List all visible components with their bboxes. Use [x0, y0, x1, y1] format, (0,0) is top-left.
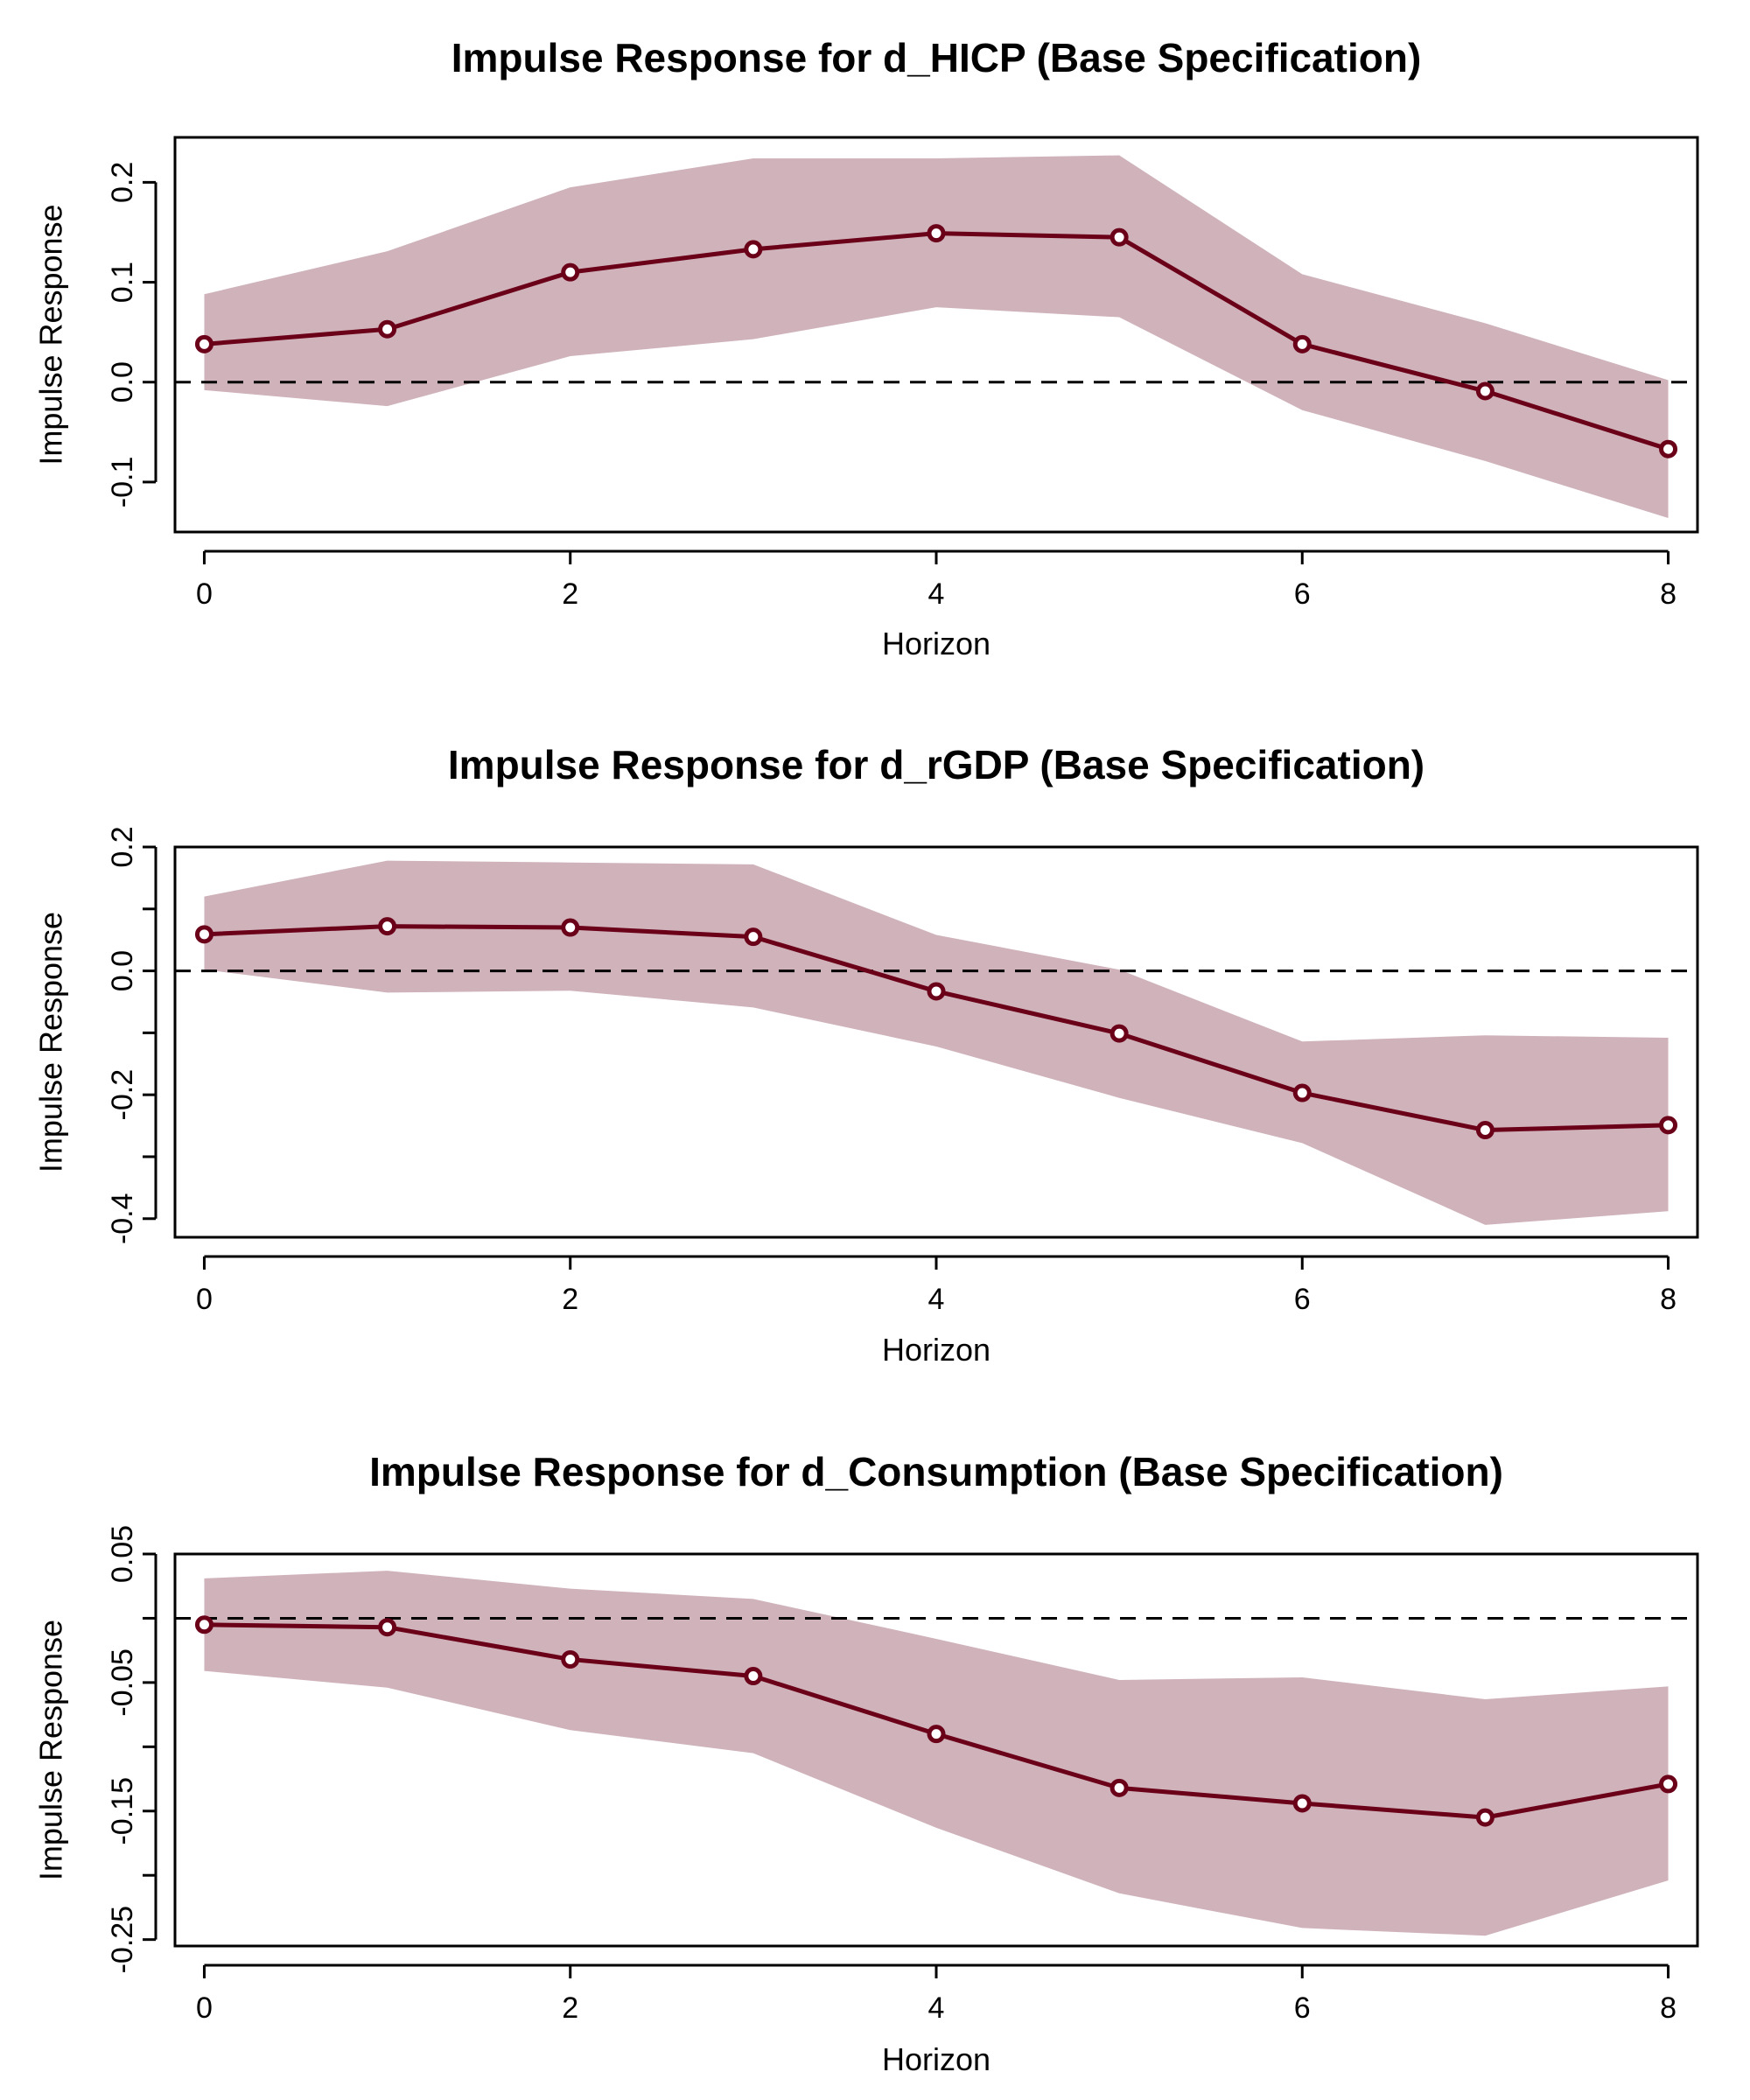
data-point: [1659, 1774, 1678, 1794]
y-tick-label: 0.0: [106, 950, 139, 991]
x-axis-label: Horizon: [882, 626, 990, 662]
x-tick-label: 6: [1294, 578, 1311, 611]
x-tick-label: 4: [928, 578, 945, 611]
data-point: [378, 1618, 397, 1637]
chart-panels: 0 2 4 6 8 -0.1 0.0 0.1 0.2 Impulse Response for d…: [33, 35, 1699, 2077]
y-tick-label: 0.05: [106, 1525, 139, 1583]
x-tick-label: 2: [562, 578, 578, 611]
y-tick-label: 0.0: [106, 361, 139, 402]
data-point: [744, 1667, 763, 1686]
y-axis-label: Impulse Response: [33, 204, 69, 465]
data-point: [561, 262, 580, 282]
x-tick-label: 8: [1660, 578, 1676, 611]
y-tick-label: -0.4: [106, 1193, 139, 1244]
x-tick-label: 6: [1294, 1992, 1311, 2025]
y-axis-label: Impulse Response: [33, 1620, 69, 1880]
x-tick-label: 6: [1294, 1283, 1311, 1316]
y-axis-label: Impulse Response: [33, 912, 69, 1172]
data-point: [1475, 382, 1494, 401]
data-point: [1110, 228, 1129, 247]
data-point: [927, 224, 946, 243]
x-tick-label: 4: [928, 1992, 945, 2025]
y-tick-label: 0.1: [106, 262, 139, 303]
chart-panel-3: 0 2 4 6 8 0.05 -0.05 -0.15 -0.25 Impulse Response…: [33, 1449, 1699, 2077]
chart-panel-2: 0 2 4 6 8 -0.4 -0.2 0.0 0.2 Impulse Response for …: [33, 742, 1699, 1368]
data-point: [1475, 1121, 1494, 1140]
y-tick-label: -0.1: [106, 457, 139, 508]
chart-title: Impulse Response for d_rGDP (Base Specif…: [448, 742, 1424, 788]
data-point: [927, 982, 946, 1001]
chart-panel-1: 0 2 4 6 8 -0.1 0.0 0.1 0.2 Impulse Response for d…: [33, 35, 1699, 662]
confidence-band: [204, 1571, 1669, 1936]
data-point: [194, 334, 214, 354]
x-tick-label: 8: [1660, 1283, 1676, 1316]
data-point: [1292, 334, 1312, 354]
confidence-band: [204, 860, 1669, 1225]
x-tick-label: 2: [562, 1992, 578, 2025]
x-tick-label: 8: [1660, 1992, 1676, 2025]
y-tick-label: -0.15: [106, 1777, 139, 1845]
data-point: [1659, 1116, 1678, 1135]
data-point: [1110, 1778, 1129, 1797]
data-point: [1110, 1024, 1129, 1043]
x-tick-label: 2: [562, 1283, 578, 1316]
data-point: [744, 240, 763, 259]
data-point: [1292, 1794, 1312, 1813]
plot-frame: [173, 1552, 1699, 1948]
data-point: [194, 1615, 214, 1634]
x-tick-label: 0: [196, 1992, 213, 2025]
data-point: [378, 917, 397, 936]
chart-title: Impulse Response for d_Consumption (Base…: [369, 1449, 1503, 1494]
data-point: [194, 925, 214, 944]
x-tick-label: 0: [196, 578, 213, 611]
y-tick-label: -0.05: [106, 1648, 139, 1717]
x-axis-label: Horizon: [882, 2041, 990, 2077]
plot-frame: [173, 136, 1699, 534]
x-tick-label: 4: [928, 1283, 945, 1316]
x-tick-label: 0: [196, 1283, 213, 1316]
data-point: [1292, 1083, 1312, 1102]
y-tick-label: -0.25: [106, 1906, 139, 1974]
x-axis-label: Horizon: [882, 1332, 990, 1368]
y-tick-label: 0.2: [106, 162, 139, 203]
data-point: [378, 319, 397, 339]
data-point: [1475, 1808, 1494, 1827]
chart-title: Impulse Response for d_HICP (Base Specif…: [452, 35, 1422, 80]
confidence-band: [204, 155, 1669, 519]
data-point: [561, 918, 580, 937]
data-point: [927, 1725, 946, 1744]
y-tick-label: 0.2: [106, 826, 139, 867]
data-point: [744, 928, 763, 947]
y-tick-label: -0.2: [106, 1069, 139, 1121]
data-point: [1659, 439, 1678, 458]
data-point: [561, 1649, 580, 1669]
plot-frame: [173, 845, 1699, 1239]
